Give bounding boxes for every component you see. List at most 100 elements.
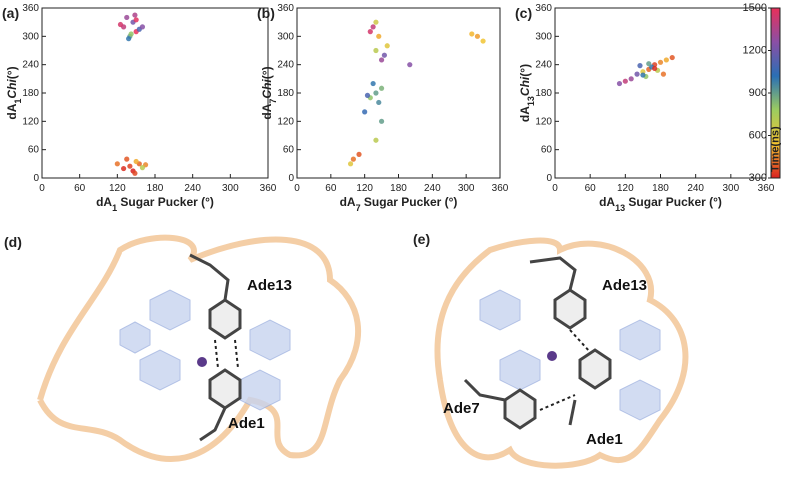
- scatter-point: [652, 65, 658, 72]
- scatter-point: [367, 29, 373, 35]
- y-tick-label: 180: [535, 88, 552, 99]
- label-italic: Chi: [5, 79, 19, 99]
- label-part: Sugar Pucker (°): [117, 195, 214, 209]
- colorbar-tick-label: 1500: [743, 2, 767, 14]
- x-tick-label: 300: [458, 183, 475, 194]
- scatter-point: [646, 61, 652, 67]
- axis-label: dA7 Sugar Pucker (°): [340, 195, 458, 213]
- scatter-point: [657, 59, 664, 65]
- y-tick-label: 180: [22, 88, 39, 99]
- scatter-point: [663, 57, 669, 63]
- y-tick-label: 300: [22, 31, 39, 42]
- backbone-tube: [37, 234, 362, 462]
- x-tick-label: 0: [39, 183, 45, 194]
- x-tick-label: 120: [109, 183, 126, 194]
- panel-label: (c): [515, 5, 532, 21]
- panel-label: (e): [413, 231, 430, 247]
- y-tick-label: 120: [535, 116, 552, 127]
- scatter-point: [634, 71, 640, 77]
- scatter-point: [407, 62, 413, 68]
- ion: [197, 357, 207, 367]
- scatter-panel: 0 60 120 180 240 300 360060120180240300360(a)d…: [2, 3, 277, 213]
- y-tick-label: 0: [288, 173, 294, 184]
- colorbar-tick-label: 1200: [743, 45, 767, 57]
- backbone-tube: [434, 237, 689, 469]
- x-tick-label: 240: [424, 183, 441, 194]
- scatter-point: [469, 31, 475, 37]
- scatter-point: [616, 80, 623, 87]
- scatter-point: [628, 76, 634, 82]
- scatter-point: [364, 92, 371, 98]
- y-tick-label: 0: [33, 173, 39, 184]
- panel-label: (a): [2, 5, 19, 21]
- colorbar-label: Time(ns): [770, 126, 782, 172]
- y-tick-label: 240: [277, 60, 294, 71]
- y-tick-label: 60: [541, 145, 553, 156]
- axis-label: dA7Chi(°): [260, 66, 278, 119]
- axis-label: dA1Chi(°): [5, 66, 23, 119]
- x-tick-label: 240: [184, 183, 201, 194]
- scatter-point: [640, 72, 646, 78]
- scatter-point: [117, 21, 124, 28]
- ion: [547, 351, 557, 361]
- scatter-point: [480, 38, 486, 44]
- colorbar-tick-label: 300: [749, 172, 767, 184]
- scatter-point: [114, 161, 120, 167]
- hbond: [214, 339, 219, 369]
- y-tick-label: 60: [28, 145, 40, 156]
- label-subscript: 1: [13, 99, 23, 104]
- scatter-point: [381, 52, 388, 58]
- x-tick-label: 300: [722, 183, 739, 194]
- scatter-point: [376, 99, 382, 106]
- ade-sticks: [189, 253, 242, 442]
- scatter-point: [356, 151, 362, 157]
- scatter-point: [133, 158, 139, 165]
- scatter-point: [347, 161, 354, 167]
- scatter-point: [350, 156, 356, 162]
- axis-label: dA13 Sugar Pucker (°): [599, 195, 722, 213]
- scatter-point: [669, 54, 675, 61]
- x-tick-label: 360: [758, 183, 775, 194]
- x-tick-label: 360: [260, 183, 277, 194]
- scatter-point: [127, 163, 133, 169]
- bases: [119, 289, 291, 411]
- panel-label: (b): [257, 5, 275, 21]
- x-tick-label: 180: [652, 183, 669, 194]
- x-tick-label: 60: [585, 183, 597, 194]
- scatter-point: [373, 19, 379, 25]
- label-subscript: 1: [112, 203, 117, 213]
- y-tick-label: 120: [277, 116, 294, 127]
- label-part: dA: [96, 195, 112, 209]
- axis-label: dA13Chi(°): [518, 64, 536, 122]
- label-part: (°): [260, 66, 274, 79]
- ade-sticks: [463, 256, 612, 430]
- y-tick-label: 180: [277, 88, 294, 99]
- label-subscript: 13: [526, 96, 536, 106]
- residue-label: Ade13: [602, 277, 647, 294]
- label-part: (°): [518, 64, 532, 77]
- scatter-point: [139, 24, 146, 30]
- colorbar-tick-label: 900: [749, 87, 767, 99]
- residue-label: Ade1: [228, 415, 265, 432]
- label-part: Sugar Pucker (°): [361, 195, 458, 209]
- scatter-panel: 0 60 120 180 240 300 360060120180240300360(c)d…: [515, 2, 782, 213]
- y-tick-label: 0: [546, 173, 552, 184]
- scatter-point: [660, 71, 667, 77]
- y-tick-label: 360: [535, 3, 552, 14]
- scatter-point: [373, 137, 379, 143]
- x-tick-label: 120: [356, 183, 373, 194]
- hbond: [569, 329, 591, 353]
- scatter-point: [370, 24, 376, 30]
- label-subscript: 7: [268, 99, 278, 104]
- x-tick-label: 0: [552, 183, 558, 194]
- scatter-point: [370, 80, 376, 87]
- scatter-point: [378, 85, 385, 91]
- scatter-point: [128, 31, 134, 37]
- scatter-point: [121, 165, 127, 172]
- label-part: dA: [5, 103, 19, 119]
- scatter-point: [132, 170, 138, 176]
- structure-e: [434, 237, 689, 469]
- residue-label: Ade1: [586, 431, 623, 448]
- bases: [479, 289, 661, 421]
